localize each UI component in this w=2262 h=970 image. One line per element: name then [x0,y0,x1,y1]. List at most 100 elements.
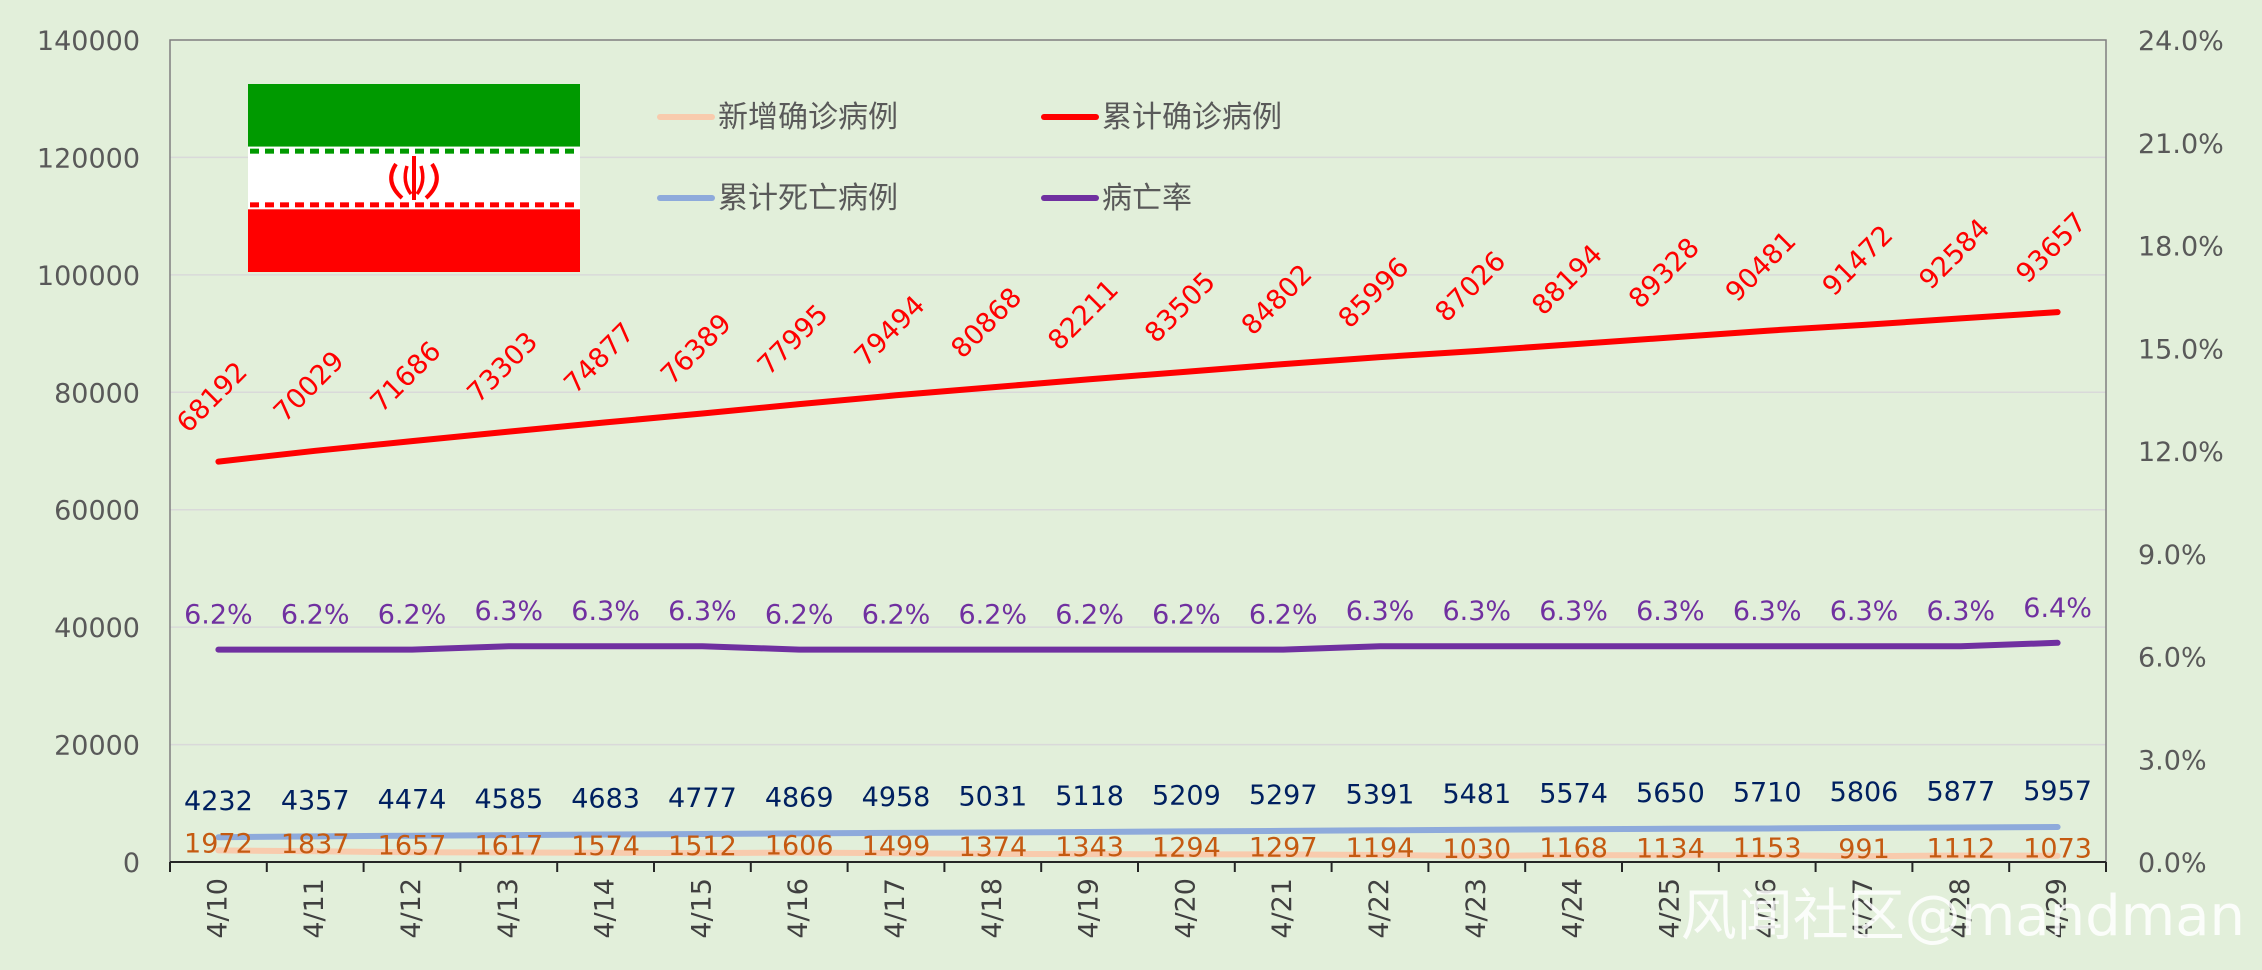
flag-ornament-bottom [460,202,469,208]
data-label-cumulative-confirmed: 73303 [461,326,544,409]
flag-ornament-top [550,148,559,154]
data-label-mortality-rate: 6.3% [1442,596,1511,627]
flag-ornament-bottom [430,202,439,208]
data-label-new-confirmed: 1972 [184,828,253,859]
flag-ornament-top [280,148,289,154]
data-label-new-confirmed: 1837 [281,829,350,860]
flag-ornament-bottom [535,202,544,208]
y-right-tick-label: 21.0% [2138,129,2224,160]
data-label-new-confirmed: 1153 [1733,833,1802,864]
data-label-mortality-rate: 6.2% [862,600,931,631]
data-label-cumulative-confirmed: 77995 [752,299,835,382]
data-label-mortality-rate: 6.2% [1249,600,1318,631]
series-line [215,309,2061,465]
data-label-cumulative-confirmed: 87026 [1429,246,1512,329]
flag-ornament-bottom [490,202,499,208]
y-right-tick-label: 0.0% [2138,848,2207,879]
data-label-mortality-rate: 6.3% [1733,596,1802,627]
data-label-cumulative-confirmed: 76389 [655,308,738,391]
iran-emblem-icon [389,156,439,200]
data-label-new-confirmed: 1168 [1539,833,1608,864]
x-tick-label: 4/17 [880,878,911,939]
data-label-cumulative-deaths: 5806 [1830,777,1899,808]
data-label-cumulative-deaths: 4474 [378,785,447,816]
data-label-cumulative-deaths: 4869 [765,782,834,813]
data-label-cumulative-confirmed: 68192 [171,356,254,439]
flag-ornament-bottom [565,202,574,208]
y-right-tick-label: 12.0% [2138,437,2224,468]
y-right-tick-label: 18.0% [2138,232,2224,263]
x-tick-label: 4/18 [977,878,1008,939]
x-tick-label: 4/19 [1074,878,1105,939]
emblem-inner-left [403,165,413,196]
data-label-mortality-rate: 6.3% [1636,596,1705,627]
flag-ornament-bottom [400,202,409,208]
flag-ornament-bottom [385,202,394,208]
flag-ornament-top [310,148,319,154]
flag-ornament-bottom [505,202,514,208]
x-tick-label: 4/20 [1170,878,1201,939]
y-right-tick-label: 15.0% [2138,334,2224,365]
data-label-new-confirmed: 1574 [571,831,640,862]
x-tick-label: 4/12 [396,878,427,939]
flag-ornament-bottom [415,202,424,208]
flag-ornament-top [565,148,574,154]
data-label-new-confirmed: 1499 [862,831,931,862]
x-tick-label: 4/26 [1751,878,1782,939]
flag-ornament-bottom [295,202,304,208]
x-tick-label: 4/16 [783,878,814,939]
x-tick-label: 4/27 [1848,878,1879,939]
data-label-cumulative-deaths: 5118 [1055,781,1124,812]
y-left-tick-label: 120000 [37,143,140,174]
y-left-tick-label: 100000 [37,261,140,292]
data-label-cumulative-deaths: 4232 [184,786,253,817]
data-label-mortality-rate: 6.3% [571,596,640,627]
flag-ornament-top [325,148,334,154]
data-label-new-confirmed: 1294 [1152,832,1221,863]
data-label-mortality-rate: 6.2% [184,600,253,631]
data-label-cumulative-confirmed: 83505 [1139,266,1222,349]
data-label-cumulative-confirmed: 92584 [1913,213,1996,296]
flag-ornament-top [490,148,499,154]
data-label-new-confirmed: 991 [1838,834,1890,865]
y-right-tick-label: 6.0% [2138,643,2207,674]
flag-ornament-bottom [325,202,334,208]
iran-flag [248,84,580,272]
data-label-cumulative-deaths: 5481 [1442,779,1511,810]
emblem-left-crescent [389,162,404,200]
data-label-cumulative-confirmed: 91472 [1817,220,1900,303]
flag-ornament-top [370,148,379,154]
flag-ornament-top [385,148,394,154]
data-labels: 68192 70029 71686 73303 74877 76389 77995 79494… [171,207,2093,865]
flag-ornament-top [520,148,529,154]
x-tick-label: 4/22 [1364,878,1395,939]
series-line [215,847,2061,860]
flag-green-band [248,84,580,147]
data-label-cumulative-deaths: 5957 [2023,776,2092,807]
flag-ornament-top [535,148,544,154]
flag-ornament-bottom [310,202,319,208]
flag-ornament-bottom [550,202,559,208]
flag-ornament-top [355,148,364,154]
data-label-cumulative-deaths: 4777 [668,783,737,814]
data-label-cumulative-confirmed: 85996 [1333,252,1416,335]
flag-ornament-bottom [445,202,454,208]
flag-ornament-top [460,148,469,154]
data-label-new-confirmed: 1134 [1636,833,1705,864]
flag-ornament-top [505,148,514,154]
axes: 0 20000 40000 60000 80000 100000 120000 140000 0… [37,26,2224,939]
y-left-tick-label: 40000 [54,613,140,644]
flag-ornament-top [400,148,409,154]
x-tick-label: 4/23 [1461,878,1492,939]
flag-ornament-top [415,148,424,154]
data-label-new-confirmed: 1606 [765,831,834,862]
data-label-cumulative-deaths: 4585 [474,784,543,815]
legend-label: 累计死亡病例 [718,181,898,216]
x-tick-label: 4/10 [202,878,233,939]
data-label-cumulative-deaths: 5031 [958,781,1027,812]
data-label-mortality-rate: 6.2% [281,600,350,631]
data-label-cumulative-deaths: 5574 [1539,778,1608,809]
flag-ornament-top [265,148,274,154]
data-label-mortality-rate: 6.2% [378,600,447,631]
